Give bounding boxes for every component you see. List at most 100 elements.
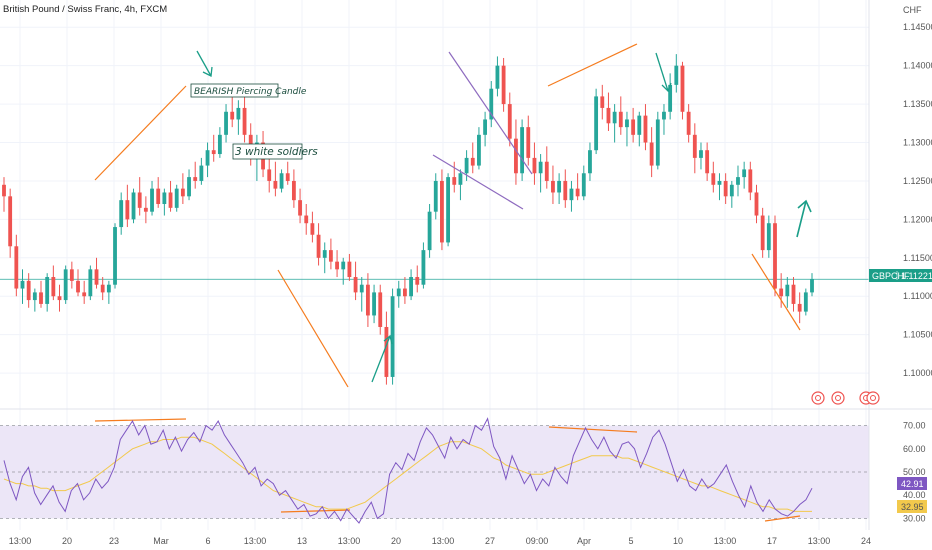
candle-body <box>8 196 13 247</box>
candle <box>267 157 272 193</box>
candle-body <box>594 96 599 151</box>
candle <box>662 104 666 135</box>
candle <box>748 161 753 201</box>
time-tick-label: 20 <box>62 536 72 546</box>
candle-body <box>766 223 771 251</box>
arrow-up-1 <box>371 334 393 383</box>
candle-body <box>187 177 191 197</box>
price-axis[interactable]: 1.14500 1.14000 1.13500 1.13000 1.12500 1.120… <box>903 22 932 378</box>
candle-body <box>649 142 654 166</box>
candle-body <box>2 184 6 197</box>
candle-body <box>242 107 247 135</box>
annotation-soldiers: 3 white soldiers <box>232 143 318 160</box>
candle-body <box>520 127 525 174</box>
candle-body <box>674 65 679 85</box>
candle <box>211 134 216 162</box>
candle <box>557 173 562 205</box>
candle <box>569 180 574 212</box>
time-axis[interactable]: 13:00 20 23 Mar 6 13:00 13 13:00 20 13:00 27 09:00 A… <box>9 536 871 546</box>
candle <box>742 161 747 189</box>
candle <box>470 142 475 174</box>
arrow-down-2 <box>655 52 672 93</box>
time-tick-label: 27 <box>485 536 495 546</box>
candle <box>797 292 802 324</box>
calendar-event-icon[interactable] <box>811 391 825 405</box>
candle-body <box>452 177 457 185</box>
candle-body <box>563 180 568 201</box>
candle-body <box>150 188 154 212</box>
calendar-event-icon[interactable] <box>831 391 845 405</box>
rsi-value: 42.91 <box>901 479 924 489</box>
candle-body <box>217 134 222 155</box>
candle <box>26 273 31 308</box>
arrow-up-2 <box>796 199 812 238</box>
candle-body <box>328 250 333 262</box>
candle <box>396 280 401 308</box>
candle-body <box>390 296 395 377</box>
candle-body <box>668 84 673 112</box>
candle-body <box>39 292 43 304</box>
rsi-tick-label: 30.00 <box>903 513 926 523</box>
candle-body <box>415 277 420 285</box>
candle-body <box>137 192 142 208</box>
candle <box>365 273 370 327</box>
event-icons[interactable] <box>811 391 880 405</box>
time-tick-label: 5 <box>628 536 633 546</box>
candle-body <box>224 111 228 135</box>
calendar-event-icon[interactable] <box>866 391 880 405</box>
candle <box>773 215 777 297</box>
candle <box>150 180 154 216</box>
rsi-tick-label: 50.00 <box>903 467 926 477</box>
candle <box>625 111 629 147</box>
candle-body <box>20 280 25 289</box>
candle-body <box>279 173 284 189</box>
candle-body <box>403 288 407 297</box>
trendline-fall-1 <box>277 269 349 388</box>
candle <box>94 257 99 289</box>
candle <box>69 261 74 289</box>
candle-body <box>298 200 302 216</box>
price-tick-label: 1.11000 <box>903 291 932 301</box>
time-tick-label: 09:00 <box>526 536 549 546</box>
candle <box>291 169 296 208</box>
candle <box>390 288 395 385</box>
candle <box>199 157 204 185</box>
candle <box>600 84 605 120</box>
candle <box>421 242 426 289</box>
candles <box>2 54 814 385</box>
candle-body <box>662 111 666 120</box>
candle-body <box>606 107 611 124</box>
candle-body <box>631 119 636 135</box>
candle <box>20 269 25 304</box>
candle <box>538 154 543 193</box>
candle-body <box>76 280 80 293</box>
candle <box>328 238 333 270</box>
candle-body <box>396 288 401 297</box>
candle <box>403 277 407 304</box>
candle-body <box>477 134 481 166</box>
candle <box>304 204 309 235</box>
candle-body <box>230 111 235 120</box>
candle-body <box>723 180 728 197</box>
candle <box>723 173 728 205</box>
candle <box>785 277 790 308</box>
candle-body <box>600 96 605 108</box>
rsi-axis[interactable]: 70.00 60.00 50.00 40.00 30.00 <box>903 421 926 524</box>
candle-body <box>32 292 37 301</box>
candle <box>156 177 161 208</box>
candle-body <box>569 188 574 201</box>
candle <box>495 56 500 97</box>
candle-body <box>304 215 309 224</box>
candle-body <box>26 280 31 301</box>
time-tick-label: 13:00 <box>244 536 267 546</box>
candle-body <box>514 138 518 174</box>
candle <box>526 115 531 166</box>
candle-body <box>51 277 56 297</box>
candle <box>88 265 93 301</box>
candle <box>106 280 111 304</box>
candle <box>699 142 703 170</box>
candle-body <box>742 169 747 178</box>
candle <box>273 161 278 197</box>
candle-body <box>711 173 716 185</box>
